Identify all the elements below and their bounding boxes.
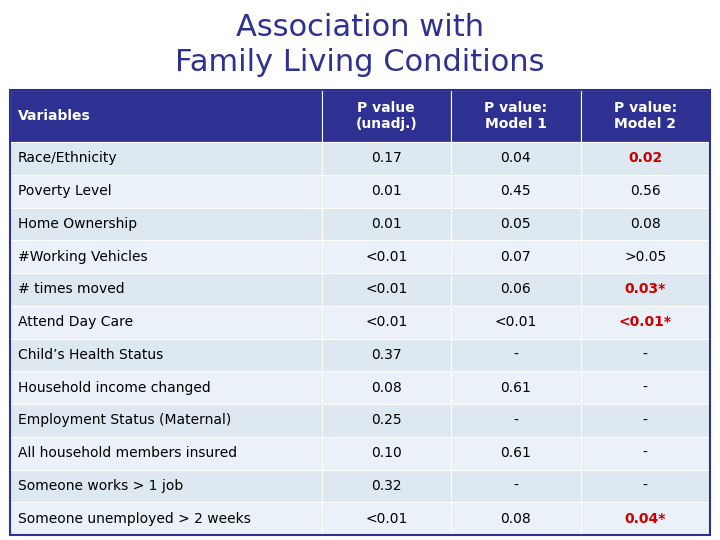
Text: 0.17: 0.17 bbox=[371, 151, 402, 165]
Text: >0.05: >0.05 bbox=[624, 249, 667, 264]
Text: -: - bbox=[643, 414, 648, 427]
Text: <0.01: <0.01 bbox=[365, 511, 408, 525]
Text: 0.01: 0.01 bbox=[371, 184, 402, 198]
Text: <0.01: <0.01 bbox=[495, 315, 537, 329]
Text: Variables: Variables bbox=[18, 109, 91, 123]
Text: 0.06: 0.06 bbox=[500, 282, 531, 296]
Text: Poverty Level: Poverty Level bbox=[18, 184, 112, 198]
Text: 0.04: 0.04 bbox=[500, 151, 531, 165]
Text: 0.37: 0.37 bbox=[371, 348, 402, 362]
Text: -: - bbox=[643, 381, 648, 395]
Text: 0.08: 0.08 bbox=[500, 511, 531, 525]
Text: 0.05: 0.05 bbox=[500, 217, 531, 231]
Text: -: - bbox=[643, 348, 648, 362]
Text: <0.01: <0.01 bbox=[365, 282, 408, 296]
Text: Someone works > 1 job: Someone works > 1 job bbox=[18, 479, 184, 493]
Text: 0.03*: 0.03* bbox=[625, 282, 666, 296]
Text: Home Ownership: Home Ownership bbox=[18, 217, 137, 231]
Text: # times moved: # times moved bbox=[18, 282, 125, 296]
Text: -: - bbox=[643, 479, 648, 493]
Text: -: - bbox=[643, 446, 648, 460]
Text: P value
(unadj.): P value (unadj.) bbox=[356, 101, 417, 131]
Text: 0.10: 0.10 bbox=[371, 446, 402, 460]
Text: 0.61: 0.61 bbox=[500, 381, 531, 395]
Text: Child’s Health Status: Child’s Health Status bbox=[18, 348, 163, 362]
Text: -: - bbox=[513, 479, 518, 493]
Text: <0.01: <0.01 bbox=[365, 249, 408, 264]
Text: Race/Ethnicity: Race/Ethnicity bbox=[18, 151, 117, 165]
Text: 0.56: 0.56 bbox=[630, 184, 661, 198]
Text: Someone unemployed > 2 weeks: Someone unemployed > 2 weeks bbox=[18, 511, 251, 525]
Text: -: - bbox=[513, 348, 518, 362]
Text: 0.07: 0.07 bbox=[500, 249, 531, 264]
Text: P value:
Model 1: P value: Model 1 bbox=[484, 101, 547, 131]
Text: 0.04*: 0.04* bbox=[624, 511, 666, 525]
Text: Association with
Family Living Conditions: Association with Family Living Condition… bbox=[175, 12, 545, 77]
Text: Household income changed: Household income changed bbox=[18, 381, 211, 395]
Text: 0.02: 0.02 bbox=[628, 151, 662, 165]
Text: 0.25: 0.25 bbox=[371, 414, 402, 427]
Text: 0.61: 0.61 bbox=[500, 446, 531, 460]
Text: 0.32: 0.32 bbox=[371, 479, 402, 493]
Text: All household members insured: All household members insured bbox=[18, 446, 237, 460]
Text: Employment Status (Maternal): Employment Status (Maternal) bbox=[18, 414, 231, 427]
Text: 0.08: 0.08 bbox=[630, 217, 661, 231]
Text: P value:
Model 2: P value: Model 2 bbox=[613, 101, 677, 131]
Text: <0.01: <0.01 bbox=[365, 315, 408, 329]
Text: Attend Day Care: Attend Day Care bbox=[18, 315, 133, 329]
Text: 0.08: 0.08 bbox=[371, 381, 402, 395]
Text: -: - bbox=[513, 414, 518, 427]
Text: <0.01*: <0.01* bbox=[618, 315, 672, 329]
Text: 0.45: 0.45 bbox=[500, 184, 531, 198]
Text: #Working Vehicles: #Working Vehicles bbox=[18, 249, 148, 264]
Text: 0.01: 0.01 bbox=[371, 217, 402, 231]
